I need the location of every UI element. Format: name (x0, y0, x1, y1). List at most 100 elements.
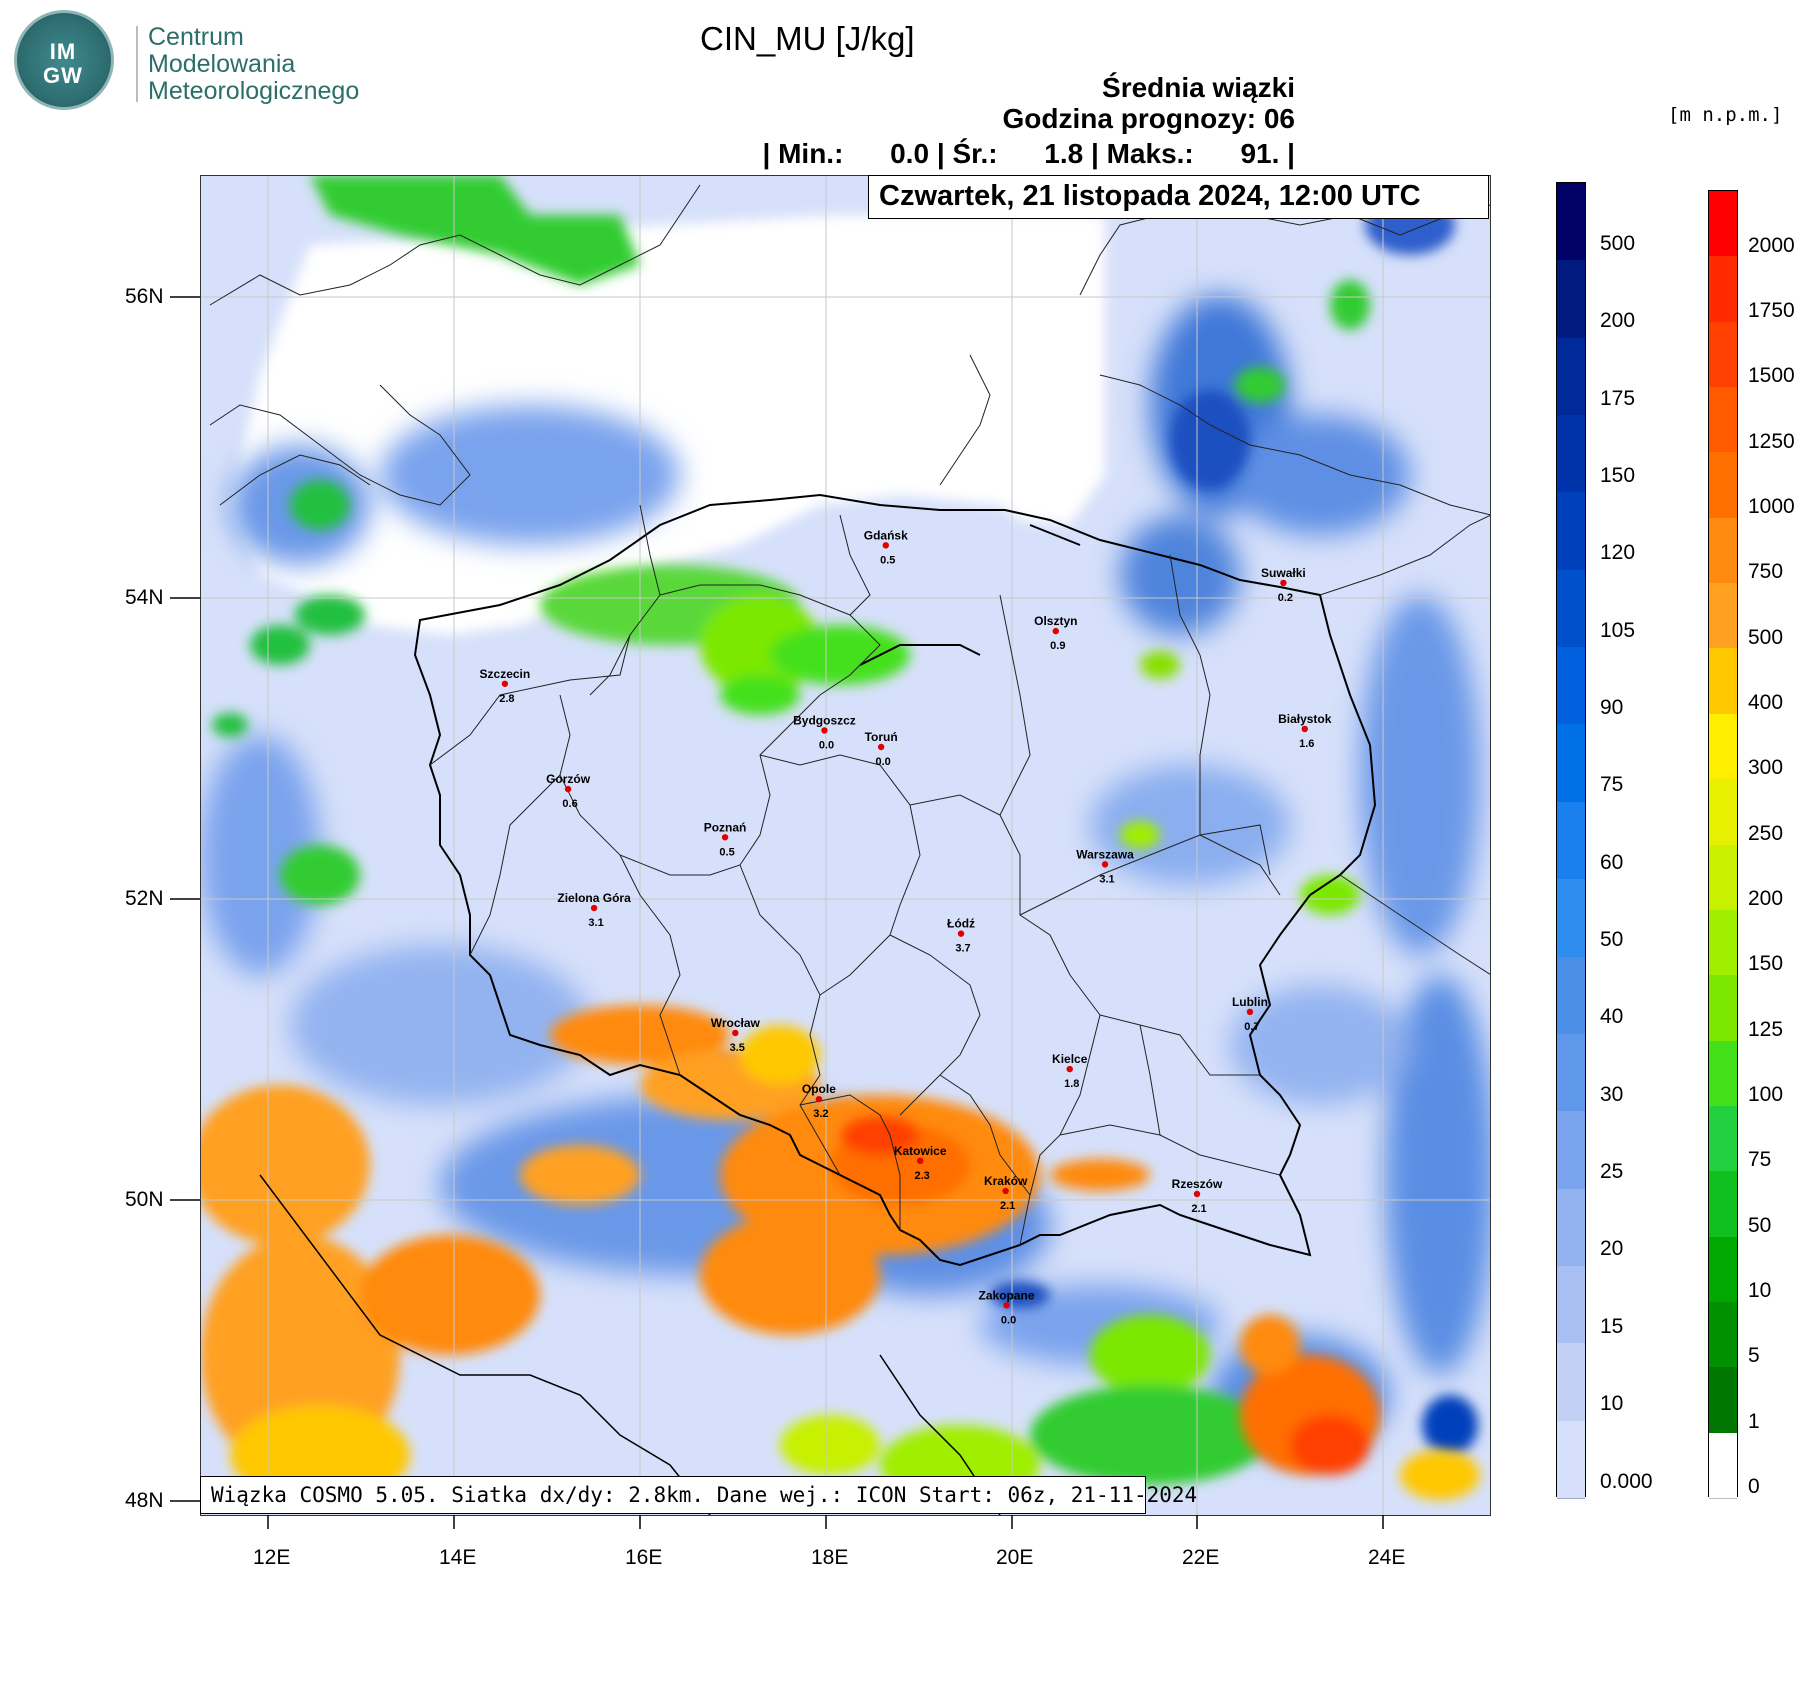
colorbar-label: 1500 (1748, 364, 1795, 388)
city-value: 3.5 (730, 1042, 745, 1054)
colorbar-segment (1557, 337, 1585, 417)
lon-label-12e: 12E (253, 1546, 291, 1569)
colorbar-segment (1709, 1367, 1737, 1435)
model-info-footer: Wiązka COSMO 5.05. Siatka dx/dy: 2.8km. … (200, 1476, 1197, 1514)
colorbar-label: 125 (1748, 1017, 1784, 1041)
max-label: | Maks.: (1090, 138, 1194, 169)
city-markers: Gdańsk 0.5 Suwałki 0.2 Olsztyn 0.9 Szczecin 2.8… (480, 528, 1332, 1326)
city-value: 1.8 (1064, 1078, 1079, 1090)
colorbar-label: 1250 (1748, 429, 1795, 453)
colorbar-label: 1750 (1748, 298, 1795, 322)
colorbar-segment (1557, 956, 1585, 1036)
city-name: Kielce (1052, 1052, 1088, 1066)
city-name: Olsztyn (1034, 614, 1077, 628)
colorbar-segment (1557, 183, 1585, 262)
map-frame (200, 175, 1491, 1516)
city-dot (1066, 1065, 1073, 1073)
subtitle-line-2: Godzina prognozy: 06 (1002, 103, 1295, 134)
lat-label-56n: 56N (125, 285, 164, 308)
date-label: Czwartek, 21 listopada 2024, 12:00 UTC (868, 175, 1489, 219)
city-name: Lublin (1232, 995, 1268, 1009)
city-dot (1301, 725, 1308, 733)
city-dot (957, 930, 965, 937)
colorbar-label: 300 (1748, 756, 1784, 780)
city-dot (1280, 579, 1287, 587)
city-name: Katowice (894, 1144, 947, 1158)
city-value: 0.2 (1278, 592, 1293, 604)
colorbar-label: 200 (1600, 309, 1636, 333)
max-value: 91. (1240, 138, 1280, 169)
lat-axis (170, 296, 200, 1502)
city-value: 2.8 (499, 693, 514, 705)
subtitle-line-1: Średnia wiązki (1102, 72, 1295, 103)
map-subtitle: Średnia wiązki Godzina prognozy: 06 (1003, 72, 1295, 134)
colorbar-label: 0 (1748, 1475, 1760, 1499)
logo-text: IM GW (43, 39, 83, 88)
colorbar-segment (1709, 256, 1737, 324)
colorbar-segment (1709, 321, 1737, 389)
city-dot (1003, 1302, 1010, 1309)
lon-label-14e: 14E (439, 1546, 477, 1569)
colorbar-label: 200 (1748, 887, 1784, 911)
colorbar-segment (1709, 779, 1737, 846)
colorbar-label: 10 (1600, 1392, 1624, 1416)
city-name: Opole (802, 1082, 836, 1096)
colorbar-segment (1709, 1301, 1737, 1369)
city-dot (815, 1095, 823, 1103)
colorbar-segment (1557, 801, 1585, 881)
city-dot (1052, 627, 1059, 635)
colorbar-segment (1557, 1420, 1585, 1500)
city-name: Kraków (984, 1174, 1028, 1188)
colorbar-label: 100 (1748, 1083, 1784, 1107)
city-dot (1101, 861, 1109, 868)
city-dot (1193, 1190, 1201, 1198)
city-name: Gdańsk (864, 528, 908, 542)
voivodeship-borders (429, 504, 1281, 1246)
city-name: Gorzów (546, 772, 591, 786)
lon-label-16e: 16E (625, 1546, 663, 1569)
country-borders (259, 493, 1377, 1516)
city-dot (821, 727, 828, 734)
colorbar-label: 500 (1748, 625, 1784, 649)
city-dot (1002, 1187, 1009, 1195)
city-name: Łódź (947, 917, 975, 931)
city-dot (590, 904, 598, 912)
lat-label-50n: 50N (125, 1188, 164, 1211)
city-value: 3.1 (588, 917, 603, 929)
city-name: Szczecin (480, 667, 531, 681)
colorbar-label: 1 (1748, 1409, 1760, 1433)
city-dot (564, 785, 572, 793)
colorbar-segment (1557, 1033, 1585, 1113)
colorbar-segment (1709, 909, 1737, 977)
city-value: 2.3 (915, 1170, 930, 1182)
colorbar-label: 5 (1748, 1344, 1760, 1368)
city-name: Zielona Góra (557, 891, 631, 905)
stats-line: | Min.: 0.0 | Śr.: 1.8 | Maks.: 91. | (762, 138, 1295, 169)
colorbar-label: 10 (1748, 1279, 1772, 1303)
org-name: Centrum Modelowania Meteorologicznego (148, 24, 359, 105)
colorbar-segment (1709, 191, 1737, 258)
colorbar-label: 150 (1748, 952, 1784, 976)
city-name: Toruń (865, 730, 898, 744)
colorbar-label: 50 (1748, 1213, 1772, 1237)
colorbar-label: 90 (1600, 696, 1624, 719)
colorbar-segment (1557, 1188, 1585, 1268)
colorbar-segment (1557, 492, 1585, 572)
coastlines (209, 184, 1491, 976)
city-dot (1246, 1008, 1254, 1016)
colorbar-label: 120 (1600, 541, 1636, 565)
lat-label-54n: 54N (125, 586, 164, 609)
colorbar-label: 175 (1600, 386, 1636, 410)
org-divider (136, 26, 138, 102)
city-name: Poznań (704, 820, 747, 834)
lat-lon-grid (200, 175, 1491, 1516)
min-value: 0.0 (890, 138, 930, 169)
colorbar-label: 40 (1600, 1005, 1624, 1029)
colorbar-label: 0.000 (1600, 1469, 1653, 1493)
lat-label-52n: 52N (125, 887, 164, 910)
city-dot (721, 834, 729, 841)
colorbar-segment (1709, 583, 1737, 650)
city-value: 1.6 (1299, 738, 1314, 750)
colorbar-segment (1557, 1265, 1585, 1345)
colorbar-segment (1709, 1432, 1737, 1500)
